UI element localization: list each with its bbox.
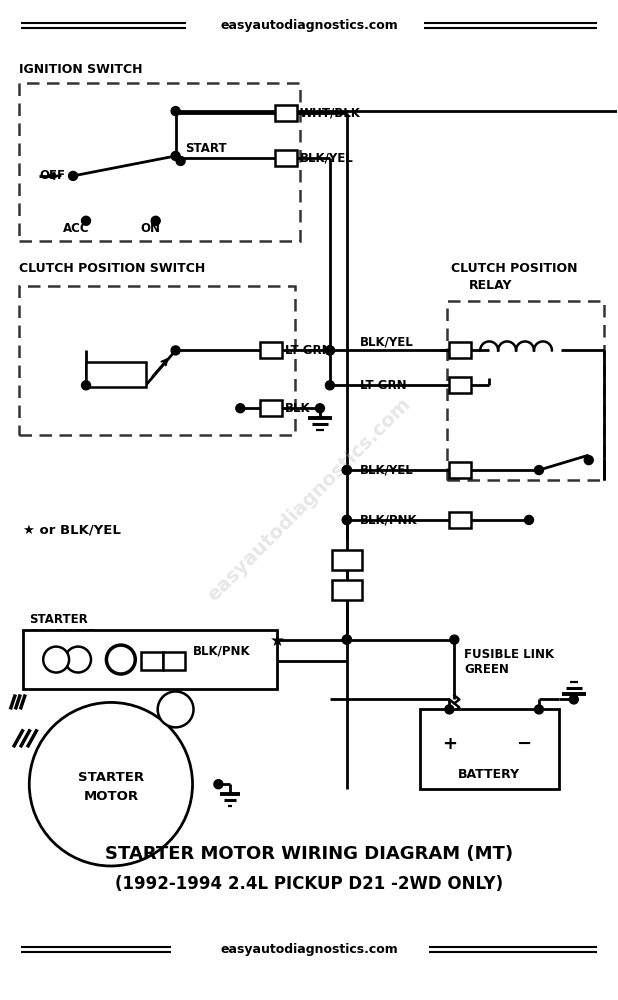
Circle shape — [450, 635, 459, 644]
Circle shape — [342, 515, 351, 524]
Circle shape — [171, 107, 180, 116]
Text: CLUTCH POSITION: CLUTCH POSITION — [451, 262, 578, 275]
Text: (1992-1994 2.4L PICKUP D21 -2WD ONLY): (1992-1994 2.4L PICKUP D21 -2WD ONLY) — [115, 875, 503, 893]
Circle shape — [326, 381, 334, 390]
Text: ★ or BLK/YEL: ★ or BLK/YEL — [23, 523, 121, 536]
Circle shape — [236, 404, 245, 413]
Circle shape — [171, 151, 180, 160]
Bar — [275, 105, 297, 121]
Text: WHT/BLK: WHT/BLK — [300, 107, 361, 120]
Bar — [449, 377, 472, 393]
Text: RELAY: RELAY — [469, 279, 513, 292]
Circle shape — [151, 216, 160, 225]
Circle shape — [535, 705, 543, 714]
Circle shape — [535, 466, 543, 475]
Bar — [275, 150, 297, 166]
Circle shape — [106, 645, 136, 675]
Circle shape — [342, 635, 351, 644]
Text: BLK/PNK: BLK/PNK — [193, 644, 250, 657]
Circle shape — [326, 346, 334, 355]
Text: +: + — [442, 735, 457, 753]
Circle shape — [29, 702, 193, 866]
Circle shape — [69, 171, 77, 180]
Text: S: S — [116, 654, 125, 667]
Text: ACC: ACC — [63, 222, 90, 235]
Text: S: S — [117, 656, 124, 666]
Text: ON: ON — [141, 222, 161, 235]
Text: IGNITION SWITCH: IGNITION SWITCH — [19, 63, 143, 76]
Text: S○: S○ — [112, 655, 129, 665]
Bar — [141, 652, 163, 670]
Text: easyautodiagnostics.com: easyautodiagnostics.com — [220, 19, 398, 32]
Circle shape — [342, 515, 351, 524]
Bar — [163, 652, 185, 670]
Text: BLK/YEL: BLK/YEL — [360, 336, 413, 349]
Text: FUSIBLE LINK: FUSIBLE LINK — [464, 648, 554, 661]
Bar — [420, 709, 559, 789]
Bar — [332, 550, 362, 570]
Circle shape — [43, 647, 69, 673]
Circle shape — [176, 156, 185, 165]
Bar — [19, 83, 300, 241]
Text: easyautodiagnostics.com: easyautodiagnostics.com — [204, 395, 414, 605]
Circle shape — [342, 466, 351, 475]
Bar — [23, 630, 277, 689]
Text: −: − — [517, 735, 531, 753]
Circle shape — [82, 381, 90, 390]
Bar — [449, 512, 472, 528]
Text: OFF: OFF — [39, 169, 66, 182]
Circle shape — [342, 466, 351, 475]
Text: GREEN: GREEN — [464, 663, 509, 676]
Circle shape — [342, 635, 351, 644]
Bar — [260, 342, 282, 358]
Text: MOTOR: MOTOR — [83, 790, 138, 803]
Circle shape — [158, 691, 193, 727]
Circle shape — [584, 456, 593, 465]
Bar — [332, 580, 362, 600]
Text: BATTERY: BATTERY — [458, 768, 520, 781]
Circle shape — [171, 346, 180, 355]
Text: BLK/YEL: BLK/YEL — [360, 464, 413, 477]
Bar — [449, 462, 472, 478]
Circle shape — [315, 404, 324, 413]
Text: easyautodiagnostics.com: easyautodiagnostics.com — [220, 943, 398, 956]
Text: STARTER: STARTER — [78, 771, 144, 784]
Bar — [449, 342, 472, 358]
Circle shape — [525, 515, 533, 524]
Circle shape — [569, 695, 578, 704]
Text: ★: ★ — [270, 632, 285, 650]
Circle shape — [65, 647, 91, 673]
Text: STARTER: STARTER — [29, 613, 88, 626]
Bar — [447, 301, 604, 480]
Circle shape — [214, 780, 223, 789]
Text: LT GRN: LT GRN — [285, 344, 332, 357]
Text: SOLENOID: SOLENOID — [29, 628, 98, 641]
Text: CLUTCH POSITION SWITCH: CLUTCH POSITION SWITCH — [19, 262, 206, 275]
Circle shape — [326, 346, 334, 355]
Circle shape — [445, 705, 454, 714]
Bar — [260, 400, 282, 416]
Bar — [19, 286, 295, 435]
Text: BLK/YEL: BLK/YEL — [300, 151, 353, 164]
Bar — [86, 362, 146, 387]
Text: LT GRN: LT GRN — [360, 379, 407, 392]
Circle shape — [82, 216, 90, 225]
Text: BLK/PNK: BLK/PNK — [360, 513, 417, 526]
Text: START: START — [185, 142, 227, 155]
Text: STARTER MOTOR WIRING DIAGRAM (MT): STARTER MOTOR WIRING DIAGRAM (MT) — [105, 845, 513, 863]
Text: BLK: BLK — [285, 402, 311, 415]
